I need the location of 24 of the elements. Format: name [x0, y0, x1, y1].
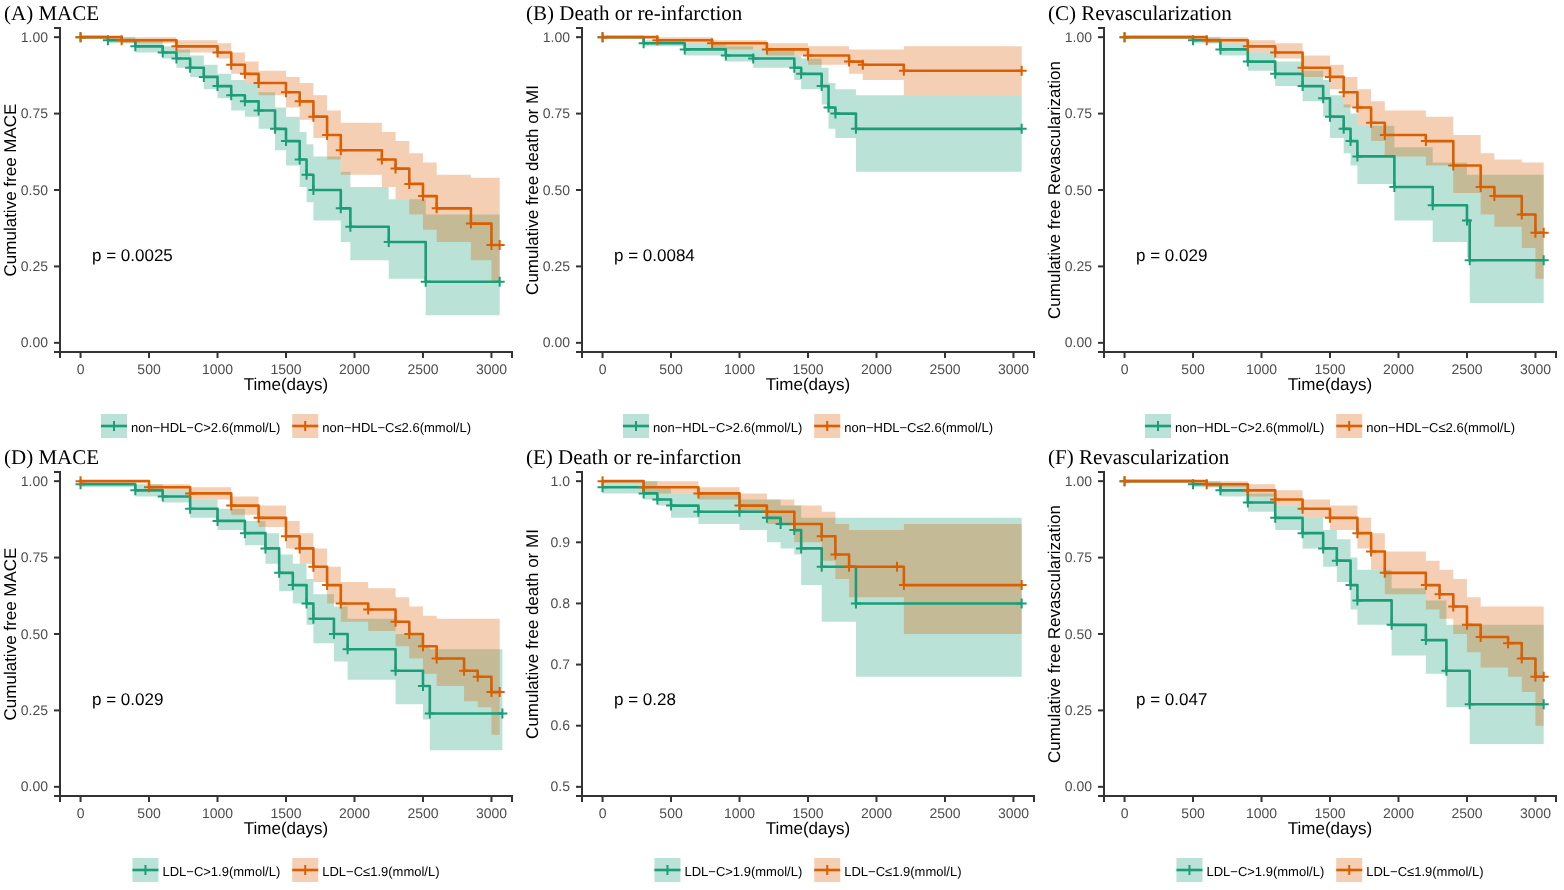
y-axis-title: Cumulative free MACE — [0, 102, 20, 277]
annotation: p = 0.029 — [1136, 245, 1208, 266]
y-axis-title: Cumulative free Revascularization — [1044, 504, 1064, 763]
annotation: p = 0.047 — [1136, 689, 1208, 710]
x-axis-title: Time(days) — [243, 374, 329, 394]
chart-title: (A) MACE — [4, 4, 100, 26]
chart-title: (D) MACE — [4, 448, 100, 470]
chart-title: (C) Revascularization — [1048, 4, 1234, 26]
annotation: p = 0.0084 — [614, 245, 696, 266]
x-axis-title: Time(days) — [765, 818, 851, 838]
chart-title: (F) Revascularization — [1048, 448, 1231, 470]
annotation: p = 0.0025 — [92, 245, 174, 266]
y-axis-title: Cumulative free death or MI — [522, 529, 542, 739]
x-axis-title: Time(days) — [765, 374, 851, 394]
chart-title: (B) Death or re-infarction — [526, 4, 744, 26]
annotation: p = 0.029 — [92, 689, 164, 710]
x-axis-title: Time(days) — [1287, 818, 1373, 838]
y-axis-title: Cumulative free MACE — [0, 546, 20, 721]
annotation: p = 0.28 — [614, 689, 677, 710]
x-axis-title: Time(days) — [243, 818, 329, 838]
chart-title: (E) Death or re-infarction — [526, 448, 743, 470]
y-axis-title: Cumulative free death or MI — [522, 85, 542, 295]
y-axis-title: Cumulative free Revascularization — [1044, 60, 1064, 319]
x-axis-title: Time(days) — [1287, 374, 1373, 394]
